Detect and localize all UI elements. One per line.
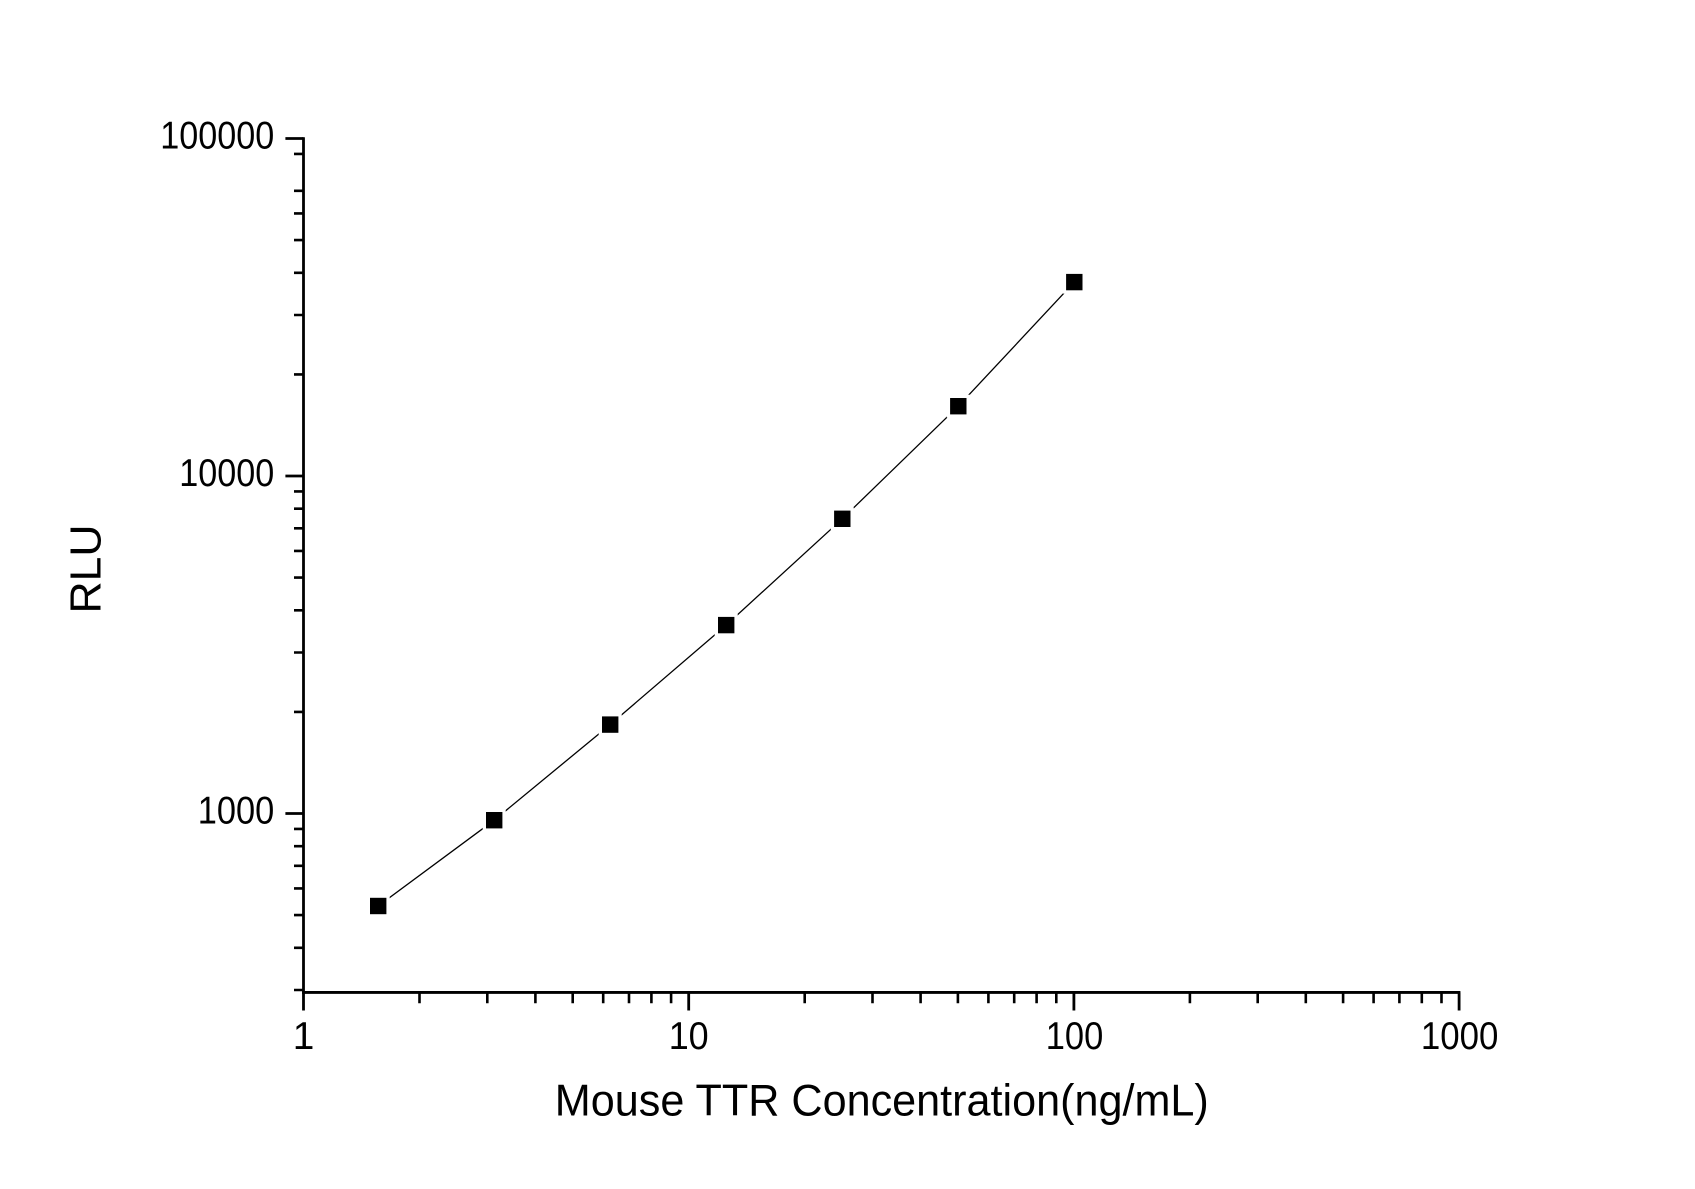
svg-text:RLU: RLU <box>62 525 111 614</box>
svg-text:100000: 100000 <box>160 115 274 158</box>
svg-text:10: 10 <box>669 1015 709 1058</box>
svg-text:1000: 1000 <box>198 790 275 833</box>
svg-text:Mouse TTR Concentration(ng/mL): Mouse TTR Concentration(ng/mL) <box>555 1077 1209 1126</box>
svg-text:10000: 10000 <box>179 452 274 495</box>
svg-text:1: 1 <box>293 1015 315 1058</box>
svg-text:100: 100 <box>1046 1015 1104 1058</box>
svg-text:1000: 1000 <box>1421 1015 1499 1058</box>
